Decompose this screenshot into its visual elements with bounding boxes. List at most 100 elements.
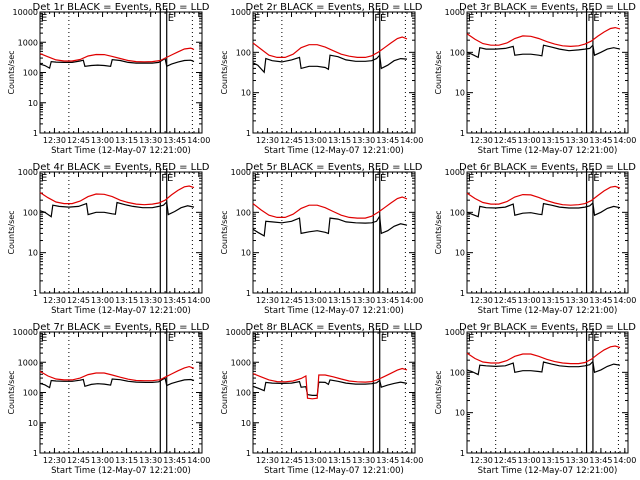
x-tick-label: 13:00 xyxy=(518,456,541,465)
y-tick-label: 1 xyxy=(460,129,465,138)
x-tick-label: 13:45 xyxy=(163,136,186,145)
plot-frame xyxy=(39,171,203,294)
x-tick-label: 12:45 xyxy=(280,136,303,145)
x-tick-label: 13:45 xyxy=(589,456,612,465)
chart-title: Det 9r BLACK = Events, RED = LLD xyxy=(459,322,636,333)
event-marker-label: E xyxy=(468,333,474,344)
y-tick-label: 1000 xyxy=(18,168,38,177)
y-tick-label: 1000 xyxy=(445,168,465,177)
y-tick-label: 1 xyxy=(460,449,465,458)
y-tick-label: 100 xyxy=(450,368,465,377)
x-tick-label: 12:45 xyxy=(494,136,517,145)
x-tick-label: 13:15 xyxy=(328,456,351,465)
x-tick-label: 14:00 xyxy=(187,296,210,305)
y-tick-label: 10 xyxy=(455,249,465,258)
x-tick-label: 13:30 xyxy=(352,296,375,305)
y-tick-label: 10 xyxy=(28,419,38,428)
y-tick-label: 10 xyxy=(241,249,251,258)
y-tick-label: 100 xyxy=(236,208,251,217)
y-tick-label: 1000 xyxy=(231,358,251,367)
x-tick-label: 12:30 xyxy=(43,136,66,145)
x-tick-label: 14:00 xyxy=(187,136,210,145)
chart-panel-3: Det 3r BLACK = Events, RED = LLD 1 10 100 10… xyxy=(434,2,636,156)
plot-frame xyxy=(252,11,416,134)
event-marker-label: E xyxy=(254,173,260,184)
x-tick-label: 13:15 xyxy=(115,136,138,145)
plot-frame xyxy=(39,11,203,134)
x-axis-label: Start Time (12-May-07 12:21:00) xyxy=(51,146,191,156)
events-series-line xyxy=(39,377,195,389)
y-tick-label: 10 xyxy=(28,99,38,108)
y-tick-label: 1000 xyxy=(18,38,38,47)
chart-panel-1: Det 1r BLACK = Events, RED = LLD 1 10 100 10… xyxy=(7,2,210,156)
x-tick-label: 13:15 xyxy=(115,456,138,465)
x-tick-label: 13:45 xyxy=(376,296,399,305)
event-marker-label: E xyxy=(41,333,47,344)
x-tick-label: 14:00 xyxy=(613,296,636,305)
chart-title: Det 8r BLACK = Events, RED = LLD xyxy=(246,322,423,333)
x-tick-label: 12:30 xyxy=(256,136,279,145)
x-tick-label: 13:00 xyxy=(91,296,114,305)
x-tick-label: 12:45 xyxy=(67,136,90,145)
y-tick-label: 100 xyxy=(23,389,38,398)
x-tick-label: 12:45 xyxy=(67,296,90,305)
events-series-line xyxy=(39,200,195,218)
y-axis-label: Counts/sec xyxy=(7,50,16,94)
x-axis-label: Start Time (12-May-07 12:21:00) xyxy=(478,146,618,156)
x-tick-label: 13:30 xyxy=(565,136,588,145)
y-tick-label: 10000 xyxy=(13,8,38,17)
x-tick-label: 13:30 xyxy=(352,456,375,465)
lld-series-line xyxy=(466,185,621,206)
event-marker-label: FE xyxy=(374,13,386,24)
events-series-line xyxy=(252,379,408,396)
y-tick-label: 10 xyxy=(241,419,251,428)
chart-title: Det 2r BLACK = Events, RED = LLD xyxy=(246,2,423,13)
x-tick-label: 13:45 xyxy=(163,456,186,465)
event-marker-label: E xyxy=(254,333,260,344)
x-tick-label: 13:15 xyxy=(328,136,351,145)
y-tick-label: 1 xyxy=(246,129,251,138)
y-axis-label: Counts/sec xyxy=(7,370,16,414)
event-marker-label: FE xyxy=(588,333,600,344)
event-marker-label: E xyxy=(381,333,387,344)
chart-panel-2: Det 2r BLACK = Events, RED = LLD 1 10 100 10… xyxy=(220,2,423,156)
chart-panel-8: Det 8r BLACK = Events, RED = LLD 1 10 100 10… xyxy=(220,322,423,476)
event-marker-label: E xyxy=(254,13,260,24)
lld-series-line xyxy=(39,47,195,63)
chart-title: Det 5r BLACK = Events, RED = LLD xyxy=(246,162,423,173)
x-tick-label: 13:45 xyxy=(376,136,399,145)
x-tick-label: 12:30 xyxy=(470,136,493,145)
event-marker-label: E xyxy=(41,173,47,184)
x-tick-label: 13:15 xyxy=(542,456,565,465)
y-tick-label: 10 xyxy=(455,89,465,98)
events-series-line xyxy=(39,57,195,69)
x-tick-label: 13:45 xyxy=(589,296,612,305)
x-tick-label: 13:30 xyxy=(565,456,588,465)
x-tick-label: 13:15 xyxy=(328,296,351,305)
y-axis-label: Counts/sec xyxy=(434,210,443,254)
x-tick-label: 12:30 xyxy=(256,456,279,465)
event-marker-label: E xyxy=(168,13,174,24)
event-marker-label: FE xyxy=(588,13,600,24)
y-tick-label: 10000 xyxy=(226,328,251,337)
chart-title: Det 1r BLACK = Events, RED = LLD xyxy=(33,2,210,13)
y-tick-label: 1 xyxy=(460,289,465,298)
y-axis-label: Counts/sec xyxy=(434,50,443,94)
x-tick-label: 12:30 xyxy=(43,456,66,465)
event-marker-label: FE xyxy=(374,173,386,184)
x-tick-label: 14:00 xyxy=(400,296,423,305)
plot-frame xyxy=(466,171,629,294)
y-tick-label: 1 xyxy=(246,289,251,298)
x-tick-label: 13:45 xyxy=(589,136,612,145)
events-series-line xyxy=(252,53,408,74)
x-tick-label: 13:00 xyxy=(91,136,114,145)
y-tick-label: 100 xyxy=(23,69,38,78)
x-tick-label: 14:00 xyxy=(187,456,210,465)
y-axis-label: Counts/sec xyxy=(220,50,229,94)
x-tick-label: 13:30 xyxy=(139,136,162,145)
x-axis-label: Start Time (12-May-07 12:21:00) xyxy=(264,146,404,156)
chart-title: Det 6r BLACK = Events, RED = LLD xyxy=(459,162,636,173)
x-tick-label: 12:30 xyxy=(256,296,279,305)
x-tick-label: 12:45 xyxy=(494,456,517,465)
